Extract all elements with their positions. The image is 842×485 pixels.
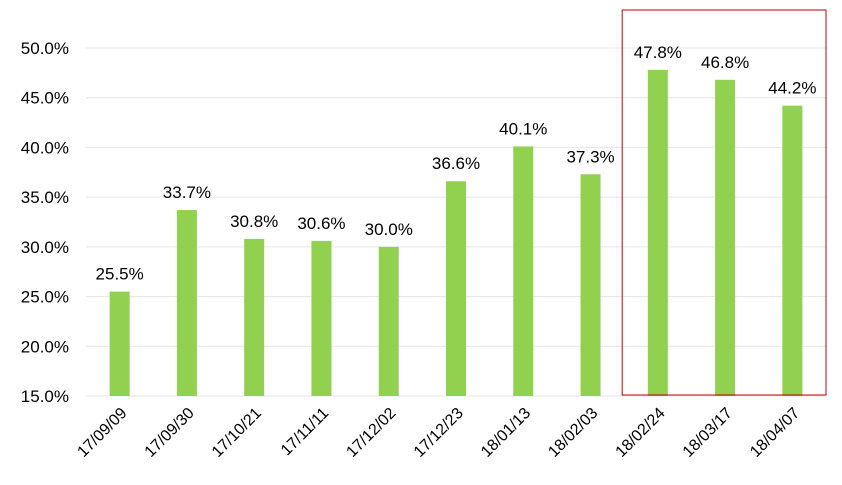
data-label: 30.0%: [365, 220, 413, 239]
x-category-label: 18/03/17: [680, 405, 736, 461]
bar: [513, 146, 534, 396]
y-tick-label: 25.0%: [21, 288, 69, 307]
bar: [378, 246, 399, 396]
x-category-label: 18/02/03: [545, 405, 601, 461]
x-category-label: 17/09/30: [142, 405, 198, 461]
bar: [311, 240, 332, 396]
data-label: 30.8%: [230, 212, 278, 231]
data-label: 47.8%: [634, 43, 682, 62]
y-tick-label: 15.0%: [21, 387, 69, 406]
y-tick-label: 45.0%: [21, 89, 69, 108]
x-category-label: 17/12/02: [343, 405, 399, 461]
bar: [647, 69, 668, 397]
x-category-label: 18/01/13: [478, 405, 534, 461]
x-category-label: 17/12/23: [411, 405, 467, 461]
highlight-region: [621, 9, 827, 396]
highlight-box: [621, 9, 827, 396]
x-category-label: 17/11/11: [278, 405, 332, 459]
x-axis-category-labels: 17/09/09 17/09/30 17/10/21 17/11/11 17/12/02…: [74, 405, 803, 461]
data-label: 46.8%: [701, 53, 749, 72]
data-label: 30.6%: [297, 214, 345, 233]
y-tick-label: 35.0%: [21, 188, 69, 207]
y-axis-tick-labels: 15.0% 20.0% 25.0% 30.0% 35.0% 40.0% 45.0% 50.0%: [21, 39, 69, 406]
y-tick-label: 30.0%: [21, 238, 69, 257]
data-labels: 25.5% 33.7% 30.8% 30.6% 30.0% 36.6% 40.1% 37.3%…: [96, 43, 817, 284]
bar: [580, 174, 601, 396]
data-label: 33.7%: [163, 183, 211, 202]
data-label: 36.6%: [432, 154, 480, 173]
bar: [782, 105, 803, 396]
data-label: 37.3%: [566, 147, 614, 166]
y-tick-label: 20.0%: [21, 337, 69, 356]
x-category-label: 17/09/09: [74, 405, 130, 461]
y-tick-label: 50.0%: [21, 39, 69, 58]
x-category-label: 18/04/07: [747, 405, 803, 461]
bar: [715, 79, 736, 397]
data-label: 44.2%: [768, 79, 816, 98]
bar: [176, 210, 197, 396]
x-category-label: 18/02/24: [613, 405, 669, 461]
bar: [244, 238, 265, 396]
bars: [109, 69, 803, 397]
x-category-label: 17/10/21: [209, 405, 265, 461]
data-label: 40.1%: [499, 119, 547, 138]
bar: [446, 181, 466, 396]
bar: [109, 291, 130, 396]
y-tick-label: 40.0%: [21, 138, 69, 157]
data-label: 25.5%: [96, 265, 144, 284]
